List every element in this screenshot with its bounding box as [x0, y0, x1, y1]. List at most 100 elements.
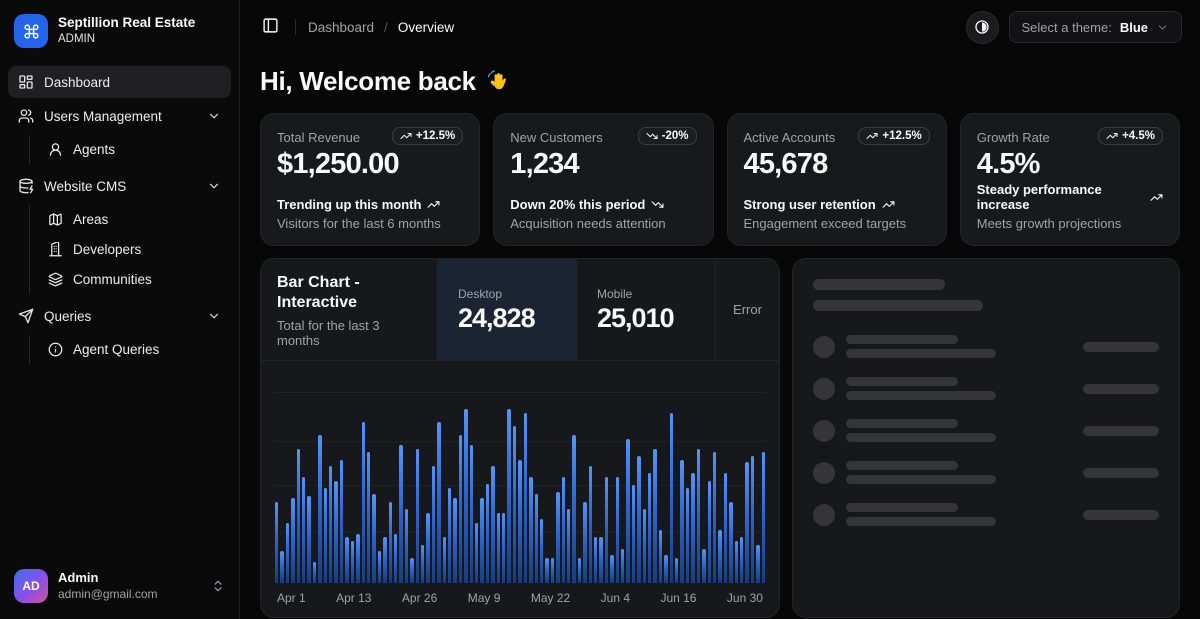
bar[interactable]: [275, 502, 279, 583]
bar[interactable]: [529, 477, 533, 583]
bar[interactable]: [685, 487, 690, 583]
bar[interactable]: [366, 451, 371, 583]
bar[interactable]: [750, 455, 755, 583]
bar[interactable]: [761, 451, 765, 583]
bar[interactable]: [399, 445, 403, 583]
bar[interactable]: [599, 536, 603, 583]
bar[interactable]: [339, 459, 344, 583]
sidebar-item-areas[interactable]: Areas: [40, 205, 231, 234]
bar[interactable]: [734, 540, 738, 583]
bar[interactable]: [312, 561, 317, 583]
sidebar-item-users-management[interactable]: Users Management: [8, 100, 231, 132]
bar[interactable]: [556, 491, 560, 583]
bar[interactable]: [631, 485, 636, 583]
bar[interactable]: [577, 557, 582, 583]
bar[interactable]: [453, 498, 457, 583]
bar[interactable]: [393, 534, 398, 583]
bar[interactable]: [518, 459, 522, 583]
bar[interactable]: [583, 502, 587, 583]
sidebar-item-developers[interactable]: Developers: [40, 235, 231, 264]
bar[interactable]: [307, 496, 311, 583]
bar[interactable]: [745, 462, 749, 583]
bar[interactable]: [356, 534, 360, 583]
theme-select[interactable]: Select a theme: Blue: [1008, 11, 1182, 43]
bar[interactable]: [642, 508, 647, 583]
sidebar-item-agents[interactable]: Agents: [40, 135, 231, 164]
sidebar-toggle-button[interactable]: [258, 13, 283, 41]
bar[interactable]: [426, 512, 430, 583]
bar[interactable]: [291, 498, 295, 583]
bar[interactable]: [626, 438, 630, 583]
bar[interactable]: [723, 472, 728, 583]
bar[interactable]: [345, 536, 349, 583]
bar[interactable]: [610, 555, 614, 583]
bar[interactable]: [491, 466, 495, 583]
bar[interactable]: [329, 466, 333, 583]
bar[interactable]: [475, 523, 479, 583]
bar[interactable]: [534, 494, 538, 583]
sidebar-item-agent-queries[interactable]: Agent Queries: [40, 335, 231, 364]
sidebar-item-website-cms[interactable]: Website CMS: [8, 170, 231, 202]
bar[interactable]: [675, 557, 679, 583]
bar[interactable]: [729, 502, 733, 583]
bar[interactable]: [388, 502, 392, 583]
bar[interactable]: [280, 551, 284, 583]
bar[interactable]: [593, 536, 598, 583]
bar[interactable]: [566, 508, 571, 583]
bar[interactable]: [669, 413, 674, 583]
bar[interactable]: [572, 434, 576, 583]
bar[interactable]: [404, 508, 409, 583]
tab-mobile[interactable]: Mobile 25,010: [576, 259, 715, 360]
bar[interactable]: [691, 472, 695, 583]
bar[interactable]: [712, 451, 717, 583]
bar[interactable]: [302, 477, 306, 583]
bar[interactable]: [702, 549, 706, 583]
bar[interactable]: [604, 477, 609, 583]
bar[interactable]: [361, 421, 365, 583]
bar[interactable]: [415, 449, 419, 583]
bar[interactable]: [523, 413, 528, 583]
bar[interactable]: [318, 434, 322, 583]
bar[interactable]: [502, 512, 506, 583]
bar[interactable]: [464, 409, 468, 583]
bar[interactable]: [615, 477, 619, 583]
bar[interactable]: [420, 544, 425, 583]
bar[interactable]: [496, 512, 501, 583]
bar[interactable]: [756, 544, 760, 583]
bar[interactable]: [296, 449, 301, 583]
bar[interactable]: [372, 494, 376, 583]
bar[interactable]: [550, 557, 555, 583]
sidebar-user-menu[interactable]: AD Admin admin@gmail.com: [8, 561, 231, 611]
theme-mode-button[interactable]: [965, 10, 999, 44]
bar[interactable]: [442, 536, 446, 583]
bar[interactable]: [485, 483, 490, 583]
bar[interactable]: [718, 530, 722, 583]
tab-desktop[interactable]: Desktop 24,828: [437, 259, 576, 360]
breadcrumb-dashboard[interactable]: Dashboard: [308, 19, 375, 35]
bar[interactable]: [448, 487, 452, 583]
sidebar-item-dashboard[interactable]: Dashboard: [8, 66, 231, 98]
bar[interactable]: [658, 530, 663, 583]
bar[interactable]: [350, 540, 355, 583]
bar[interactable]: [431, 466, 436, 583]
bar[interactable]: [561, 477, 565, 583]
bar[interactable]: [410, 557, 414, 583]
sidebar-item-queries[interactable]: Queries: [8, 300, 231, 332]
bar[interactable]: [458, 434, 463, 583]
bar[interactable]: [707, 481, 711, 583]
bar[interactable]: [696, 449, 701, 583]
bar[interactable]: [664, 555, 668, 583]
bar[interactable]: [469, 445, 474, 583]
sidebar-item-communities[interactable]: Communities: [40, 265, 231, 294]
bar[interactable]: [653, 449, 657, 583]
bar[interactable]: [739, 536, 744, 583]
bar[interactable]: [512, 426, 517, 583]
bar[interactable]: [637, 455, 641, 583]
bar[interactable]: [323, 487, 328, 583]
bar[interactable]: [680, 459, 684, 583]
bar[interactable]: [334, 481, 338, 583]
bar[interactable]: [588, 466, 592, 583]
bar[interactable]: [377, 551, 382, 583]
bar[interactable]: [480, 498, 484, 583]
tab-error[interactable]: Error: [715, 259, 779, 360]
